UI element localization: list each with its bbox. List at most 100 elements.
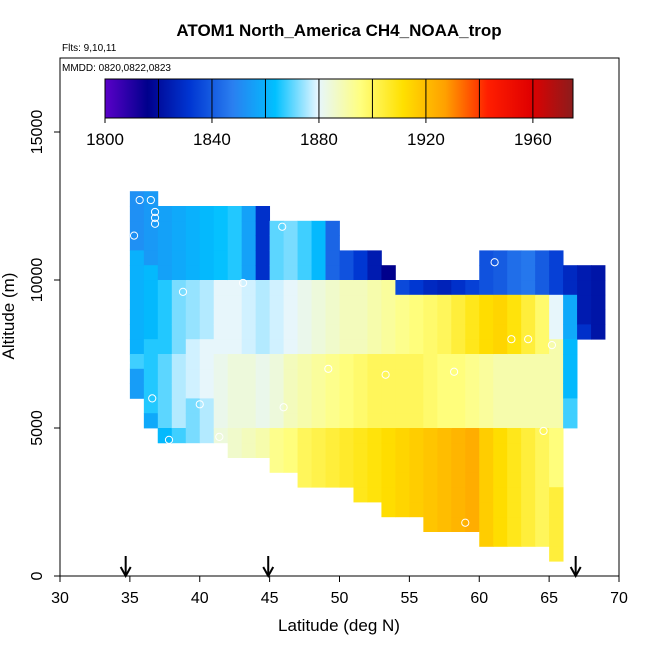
heatmap-cell [563,294,578,310]
heatmap-cell [535,250,550,266]
heatmap-cell [353,413,368,429]
heatmap-cell [367,383,382,399]
heatmap-cell [143,339,159,355]
heatmap-cell [157,368,173,384]
heatmap-cell [297,413,312,429]
heatmap-cell [199,354,215,370]
heatmap-cell [269,428,285,444]
heatmap-cell [171,339,187,355]
heatmap-cell [563,265,578,281]
sample-point [146,195,155,205]
heatmap-cell [507,309,522,325]
latitude-arrow [119,556,132,579]
heatmap-cell [591,309,606,325]
heatmap-cell [325,354,340,370]
heatmap-cell [297,324,312,340]
x-tick-label: 65 [540,590,558,607]
heatmap-cell [465,487,480,503]
heatmap-cell [577,294,592,310]
heatmap-cell [325,472,340,488]
heatmap-cell [507,250,522,266]
heatmap-cell [437,339,452,355]
heatmap-cell [535,398,550,414]
heatmap-cell [283,428,298,444]
heatmap-cell [395,502,410,518]
heatmap-cell [297,442,312,458]
heatmap-cell [381,442,396,458]
heatmap-cell [493,457,508,473]
heatmap-cell [297,265,312,281]
heatmap-cell [171,324,187,340]
heatmap-cell [325,280,340,296]
heatmap-cell [367,413,382,429]
heatmap-cell [535,516,550,532]
heatmap-cell [143,383,159,399]
heatmap-cell [255,265,271,281]
heatmap-cell [465,472,480,488]
heatmap-cell [451,324,466,340]
heatmap-cell [185,294,201,310]
sample-point [449,367,459,376]
heatmap-cell [241,206,257,222]
heatmap-cell [451,398,466,414]
sample-point [507,335,516,344]
heatmap-cell [241,235,257,251]
heatmap-cell [227,235,243,251]
heatmap-cell [479,472,494,488]
heatmap-cell [171,398,187,414]
heatmap-cell [241,265,257,281]
heatmap-cell [507,516,522,532]
heatmap-cell [507,428,522,444]
heatmap-cell [213,265,229,281]
heatmap-cell [311,368,326,384]
heatmap-cell [437,324,452,340]
heatmap-cell [409,383,424,399]
heatmap-cell [493,472,508,488]
heatmap-cell [339,265,354,281]
heatmap-cell [227,294,243,310]
heatmap-cell [521,502,536,518]
heatmap-cell [493,502,508,518]
heatmap-cell [339,472,354,488]
heatmap-cell [185,368,201,384]
colorbar-tick-label: 1880 [300,130,338,149]
heatmap-cell [325,309,340,325]
heatmap-cell [535,457,550,473]
heatmap-cell [521,250,536,266]
heatmap-cell [521,413,536,429]
heatmap-cell [241,294,257,310]
heatmap-cell [339,368,354,384]
heatmap-cell [451,368,466,384]
heatmap-cell [493,354,508,370]
heatmap-cell [269,457,285,473]
heatmap-cell [479,457,494,473]
heatmap-cell [283,235,298,251]
heatmap-cell [199,368,215,384]
heatmap-cell [213,250,229,266]
heatmap-cell [479,280,494,296]
latitude-arrows [119,556,582,579]
sample-point [381,370,390,379]
heatmap-cell [241,413,257,429]
x-tick-label: 45 [261,590,279,607]
colorbar-tick-label: 1920 [407,130,445,149]
heatmap-cell [171,428,187,444]
heatmap-cell [549,442,564,458]
heatmap-cell [493,265,508,281]
heatmap-cell [381,354,396,370]
heatmap-cell [521,309,536,325]
heatmap-cell [171,368,187,384]
heatmap-cell [269,413,285,429]
heatmap-cell [199,413,215,429]
heatmap-cell [437,398,452,414]
heatmap-cell [521,368,536,384]
heatmap-cell [353,339,368,355]
heatmap-cell [493,531,508,547]
heatmap-cell [311,235,326,251]
heatmap-cell [227,206,243,222]
heatmap-cell [213,220,229,236]
heatmap-cell [395,339,410,355]
heatmap-cell [437,413,452,429]
heatmap-cell [507,531,522,547]
heatmap-cell [255,220,271,236]
